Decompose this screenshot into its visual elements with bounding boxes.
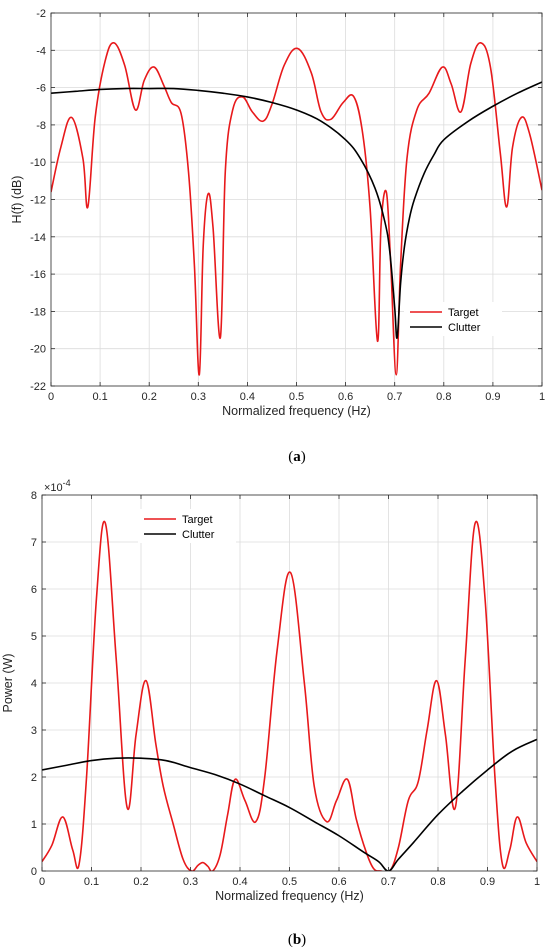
panel-a-caption: (a) [288,449,306,465]
panel-a-legend-box [404,302,502,336]
panel-b-series-target-line [42,520,537,871]
panel-a-x-tick-label: 0.3 [191,391,206,403]
panel-a-x-axis-label: Normalized frequency (Hz) [222,404,371,418]
panel-b-x-tick-label: 0 [39,876,45,888]
panel-b-legend: Target Clutter [138,509,236,543]
panel-a-y-axis-label: H(f) (dB) [10,176,24,224]
panel-a-y-tick-label: -14 [30,232,46,244]
panel-a-y-tick-label: -2 [36,8,46,20]
panel-a-x-tick-label: 0.8 [436,391,451,403]
panel-b-y-tick-label: 7 [31,537,37,549]
panel-a-y-tick-label: -8 [36,120,46,132]
panel-a-x-tick-label: 0 [48,391,54,403]
panel-a-x-tick-label: 0.1 [92,391,107,403]
panel-b-y-tick-label: 0 [31,866,37,878]
panel-b-y-tick-label: 8 [31,490,37,502]
panel-b-caption: (b) [288,932,306,948]
panel-b-y-tick-label: 4 [31,678,37,690]
panel-b-x-tick-label: 0.8 [430,876,445,888]
panel-b-x-tick-label: 0.5 [282,876,297,888]
panel-b-y-exponent-power: -4 [63,478,71,488]
panel-b-legend-entry-clutter: Clutter [182,529,215,541]
panel-a-caption-letter: a [293,449,301,465]
panel-b-x-tick-label: 0.2 [133,876,148,888]
panel-b-y-exponent: ×10-4 [44,478,71,494]
panel-a-series-target-line [51,42,542,376]
panel-a-y-tick-label: -4 [36,45,46,57]
panel-a-y-tick-label: -20 [30,344,46,356]
panel-b-x-tick-label: 0.4 [232,876,247,888]
panel-b-y-tick-label: 2 [31,772,37,784]
panel-a-y-tick-label: -6 [36,83,46,95]
panel-a-x-tick-label: 0.4 [240,391,255,403]
panel-b-y-tick-label: 6 [31,584,37,596]
panel-b-x-tick-label: 0.1 [84,876,99,888]
panel-a-x-tick-label: 0.9 [485,391,500,403]
panel-b-series-clutter-line [42,738,537,871]
panel-a-y-tick-label: -10 [30,157,46,169]
panel-a-x-tick-label: 0.7 [387,391,402,403]
chart-panel-a: 0 0.1 0.2 0.3 0.4 0.5 0.6 0.7 0.8 0.9 1 -22 -20 -18 -1… [10,8,545,418]
panel-b-legend-entry-target: Target [182,514,213,526]
panel-a-x-tick-label: 1 [539,391,545,403]
panel-a-x-tick-label: 0.5 [289,391,304,403]
panel-b-y-axis-label: Power (W) [1,653,15,712]
panel-a-legend-entry-target: Target [448,307,479,319]
panel-b-caption-letter: b [293,932,301,948]
panel-b-x-tick-label: 0.6 [331,876,346,888]
panel-b-legend-box [138,509,236,543]
panel-b-x-tick-label: 0.3 [183,876,198,888]
panel-a-legend: Target Clutter [404,302,502,336]
panel-a-x-tick-label: 0.6 [338,391,353,403]
panel-a-legend-entry-clutter: Clutter [448,322,481,334]
panel-b-x-tick-label: 1 [534,876,540,888]
panel-b-y-tick-label: 3 [31,725,37,737]
panel-b-y-exponent-base: ×10 [44,482,63,494]
panel-b-x-axis-label: Normalized frequency (Hz) [215,889,364,903]
panel-a-series-clutter-line [51,81,542,339]
panel-a-y-tick-label: -18 [30,306,46,318]
panel-b-y-tick-label: 1 [31,819,37,831]
panel-b-x-tick-label: 0.7 [381,876,396,888]
panel-a-y-tick-label: -12 [30,195,46,207]
panel-a-y-tick-label: -16 [30,269,46,281]
panel-b-x-tick-label: 0.9 [480,876,495,888]
chart-panel-b: 0 0.1 0.2 0.3 0.4 0.5 0.6 0.7 0.8 0.9 1 0 1 2 3 4 5 6 7 8 No… [1,478,540,903]
panel-a-y-tick-label: -22 [30,381,46,393]
panel-b-y-tick-label: 5 [31,631,37,643]
panel-a-x-tick-label: 0.2 [142,391,157,403]
